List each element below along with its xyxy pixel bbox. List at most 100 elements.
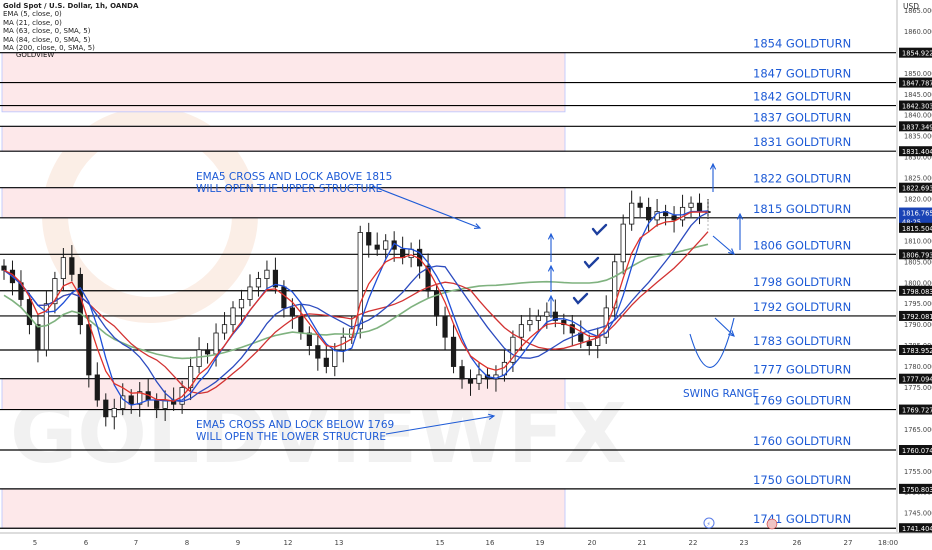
price-tag-bg bbox=[899, 310, 932, 321]
goldturn-label: 1842 GOLDTURN bbox=[753, 90, 851, 104]
price-tag-label: 1831.404 bbox=[902, 148, 932, 156]
bid-price-tag bbox=[899, 222, 932, 233]
candle-body bbox=[26, 299, 33, 326]
candle-body bbox=[323, 357, 329, 367]
y-tick-label: 1765.000 bbox=[904, 426, 932, 434]
checkmark-icon bbox=[583, 256, 600, 269]
candle-body bbox=[476, 374, 482, 384]
indicator-ma200[interactable]: MA (200, close, 0, SMA, 5) bbox=[3, 44, 95, 53]
candle-body bbox=[637, 202, 643, 208]
indicator-ma84[interactable]: MA (84, close, 0, SMA, 5) bbox=[3, 35, 91, 44]
upper-note-arrow-head bbox=[473, 223, 482, 230]
candle-body bbox=[544, 311, 550, 317]
candle-body bbox=[103, 399, 109, 418]
y-tick-label: 1845.000 bbox=[904, 91, 932, 99]
price-tag-label: 1798.083 bbox=[902, 288, 932, 296]
goldturn-label: 1815 GOLDTURN bbox=[753, 202, 851, 216]
goldturn-label: 1769 GOLDTURN bbox=[753, 394, 851, 408]
indicator-ema5[interactable]: EMA (5, close, 0) bbox=[3, 10, 62, 19]
candle-body bbox=[357, 232, 363, 330]
price-tag-bg bbox=[899, 121, 932, 132]
up-arrow-head bbox=[547, 232, 555, 240]
candle-body bbox=[77, 273, 83, 326]
price-tag-bg bbox=[899, 77, 932, 88]
candle-body bbox=[289, 307, 295, 317]
goldturn-label: 1806 GOLDTURN bbox=[753, 238, 851, 252]
goldturn-label: 1847 GOLDTURN bbox=[753, 67, 851, 81]
down-arrow bbox=[714, 317, 735, 337]
y-tick-label: 1790.000 bbox=[904, 321, 932, 329]
candle-body bbox=[467, 378, 474, 384]
symbol-title[interactable]: Gold Spot / U.S. Dollar, 1h, OANDA bbox=[3, 2, 139, 10]
x-tick-label: 15 bbox=[436, 539, 445, 547]
up-arrow-head bbox=[547, 264, 555, 272]
y-tick-label: 1830.000 bbox=[904, 154, 932, 162]
candle-body bbox=[196, 349, 202, 367]
candle-body bbox=[586, 341, 592, 346]
brand-label: GOLDVIEW bbox=[16, 51, 55, 59]
swing-range-label: SWING RANGE bbox=[683, 388, 759, 400]
price-tag-bg bbox=[899, 344, 932, 355]
x-tick-label: 19 bbox=[536, 539, 545, 547]
y-tick-label: 1800.000 bbox=[904, 279, 932, 287]
x-tick-label: 5 bbox=[33, 539, 37, 547]
x-tick-label: 6 bbox=[84, 539, 89, 547]
y-tick-label: 1755.000 bbox=[904, 468, 932, 476]
price-tag-bg bbox=[899, 47, 932, 58]
candle-body bbox=[315, 345, 321, 359]
countdown-label: 48:25 bbox=[902, 219, 921, 227]
goldturn-label: 1783 GOLDTURN bbox=[753, 334, 851, 348]
ma63-line bbox=[3, 231, 709, 395]
candle-body bbox=[43, 303, 50, 351]
price-tag-label: 1769.727 bbox=[902, 407, 932, 415]
candle-body bbox=[69, 257, 75, 275]
candle-body bbox=[374, 244, 380, 250]
candle-body bbox=[52, 278, 58, 305]
y-tick-label: 1775.000 bbox=[904, 384, 932, 392]
goldturn-label: 1837 GOLDTURN bbox=[753, 110, 851, 124]
candle-body bbox=[518, 324, 524, 338]
lightning-glyph: ⚡ bbox=[707, 521, 711, 528]
x-tick-label: 7 bbox=[134, 539, 138, 547]
price-tag-bg bbox=[899, 404, 932, 415]
x-tick-label: 16 bbox=[486, 539, 495, 547]
down-arrow-head bbox=[728, 248, 735, 255]
x-tick-label: 13 bbox=[335, 539, 344, 547]
price-tag-label: 1750.803 bbox=[902, 486, 932, 494]
y-tick-label: 1840.000 bbox=[904, 112, 932, 120]
price-tag-bg bbox=[899, 249, 932, 260]
price-tag-label: 1806.793 bbox=[902, 251, 932, 259]
indicator-ma63[interactable]: MA (63, close, 0, SMA, 5) bbox=[3, 27, 91, 36]
candle-body bbox=[688, 202, 694, 208]
bid-price-label: 1815.504 bbox=[902, 225, 932, 233]
price-tag-bg bbox=[899, 483, 932, 494]
candle-body bbox=[298, 315, 304, 334]
x-tick-label: 8 bbox=[185, 539, 189, 547]
candle-body bbox=[60, 257, 66, 279]
down-arrow-head bbox=[728, 330, 735, 337]
candle-body bbox=[620, 223, 626, 263]
lightning-icon bbox=[703, 517, 715, 529]
x-tick-label: 9 bbox=[236, 539, 240, 547]
ma84-line bbox=[3, 211, 709, 403]
up-arrow-head bbox=[709, 162, 717, 170]
goldturn-label: 1777 GOLDTURN bbox=[753, 363, 851, 377]
candle-body bbox=[94, 374, 100, 401]
currency-label: USD bbox=[903, 2, 919, 11]
price-tag-bg bbox=[899, 445, 932, 456]
price-tag-label: 1847.787 bbox=[902, 80, 932, 88]
x-tick-label: 27 bbox=[844, 539, 853, 547]
candle-body bbox=[510, 336, 516, 363]
candle-body bbox=[442, 315, 448, 338]
price-tag-label: 1837.349 bbox=[902, 123, 932, 131]
plot-area: GOLDVIEWFX bbox=[0, 52, 896, 529]
candle-body bbox=[213, 332, 219, 355]
x-tick-label: 18:00 bbox=[878, 539, 898, 547]
y-tick-label: 1860.000 bbox=[904, 28, 932, 36]
candle-body bbox=[137, 391, 143, 405]
indicator-ma21[interactable]: MA (21, close, 0) bbox=[3, 18, 62, 27]
ema5-line bbox=[3, 211, 709, 402]
candle-body bbox=[612, 261, 618, 309]
